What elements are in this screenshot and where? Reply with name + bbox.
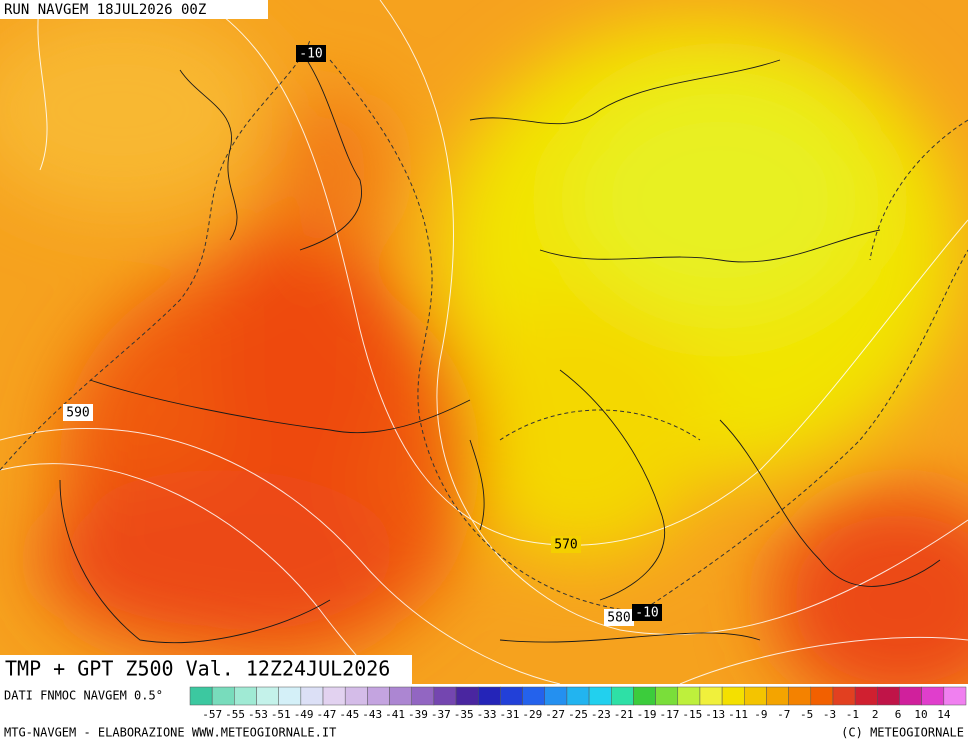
colorbar-label: -23 (591, 708, 611, 721)
colorbar-swatch (433, 686, 457, 706)
colorbar-label: -15 (682, 708, 702, 721)
colorbar-swatch (566, 686, 590, 706)
colorbar-swatch (899, 686, 922, 706)
colorbar-label: -55 (225, 708, 245, 721)
colorbar-swatch (854, 686, 878, 706)
colorbar-label: -5 (800, 708, 813, 721)
colorbar-swatch (677, 686, 701, 706)
contour-label: -10 (299, 47, 322, 62)
contour-label: -10 (635, 606, 658, 621)
colorbar-swatch (300, 686, 324, 706)
colorbar-label: -41 (385, 708, 405, 721)
colorbar-swatch (278, 686, 302, 706)
colorbar-swatch (256, 686, 279, 706)
temperature-field (0, 0, 968, 684)
colorbar-label: -37 (431, 708, 451, 721)
colorbar-label: -33 (477, 708, 497, 721)
coastlines (59, 49, 941, 644)
colorbar-label: -45 (339, 708, 359, 721)
colorbar-label: -1 (846, 708, 859, 721)
colorbar-swatch (500, 686, 523, 706)
colorbar-swatch (611, 686, 634, 706)
colorbar-swatch (877, 686, 900, 706)
colorbar-swatch (211, 686, 235, 706)
colorbar-label: -31 (499, 708, 519, 721)
colorbar-label: -25 (568, 708, 588, 721)
colorbar-label: 6 (895, 708, 902, 721)
colorbar-swatch (655, 686, 679, 706)
colorbar-label: -53 (248, 708, 268, 721)
colorbar-swatch (744, 686, 767, 706)
colorbar-label: 10 (914, 708, 927, 721)
colorbar-label: -27 (545, 708, 565, 721)
colorbar-swatch (522, 686, 545, 706)
colorbar-label: -29 (522, 708, 542, 721)
run-box (0, 0, 268, 19)
map-title: TMP + GPT Z500 Val. 12Z24JUL2026 (5, 657, 390, 681)
colorbar-swatch (322, 686, 346, 706)
colorbar-label: 2 (872, 708, 879, 721)
run-label: RUN NAVGEM 18JUL2026 00Z (4, 2, 206, 18)
contour-label: 570 (554, 538, 577, 553)
colorbar-label: -7 (777, 708, 790, 721)
colorbar-label: -3 (823, 708, 836, 721)
colorbar-swatch (344, 686, 368, 706)
colorbar-swatch (921, 686, 945, 706)
colorbar-label: -51 (271, 708, 291, 721)
colorbar-swatch (832, 686, 856, 706)
source-label: DATI FNMOC NAVGEM 0.5° (4, 689, 163, 703)
colorbar-swatch (721, 686, 745, 706)
temperature-contours (0, 39, 968, 613)
colorbar-label: -35 (454, 708, 474, 721)
colorbar-label: -21 (614, 708, 634, 721)
colorbar-swatch (234, 686, 257, 706)
colorbar-label: -17 (660, 708, 680, 721)
colorbar-label: -49 (294, 708, 314, 721)
colorbar-swatch (411, 686, 435, 706)
colorbar-label: -39 (408, 708, 428, 721)
colorbar-label: -19 (637, 708, 657, 721)
title-box (0, 655, 412, 684)
contour-labels: -10 590 570 580 -10 (63, 45, 662, 626)
colorbar: -57 -55 -53 -51 -49 -47 -45 -43 -41 -39 -37 -35 -33-… (189, 686, 967, 721)
colorbar-label: -47 (317, 708, 337, 721)
colorbar-swatch (766, 686, 789, 706)
colorbar-label: -57 (202, 708, 222, 721)
colorbar-swatch (633, 686, 656, 706)
colorbar-label: 14 (937, 708, 951, 721)
colorbar-swatch (455, 686, 479, 706)
colorbar-swatch (544, 686, 568, 706)
footer-left: MTG-NAVGEM - ELABORAZIONE WWW.METEOGIORN… (4, 726, 336, 740)
colorbar-swatch (367, 686, 390, 706)
colorbar-swatch (588, 686, 612, 706)
contour-label: 580 (607, 611, 630, 626)
colorbar-label: -43 (362, 708, 382, 721)
colorbar-swatch (810, 686, 834, 706)
colorbar-swatch (189, 686, 213, 706)
footer-right: (C) METEOGIORNALE (841, 726, 964, 740)
colorbar-swatch (477, 686, 501, 706)
colorbar-swatch (943, 686, 967, 706)
colorbar-swatch (788, 686, 812, 706)
colorbar-label: -9 (754, 708, 767, 721)
colorbar-label: -13 (705, 708, 725, 721)
colorbar-swatch (389, 686, 412, 706)
colorbar-swatch (699, 686, 723, 706)
contour-label: 590 (66, 406, 89, 421)
colorbar-label: -11 (728, 708, 748, 721)
